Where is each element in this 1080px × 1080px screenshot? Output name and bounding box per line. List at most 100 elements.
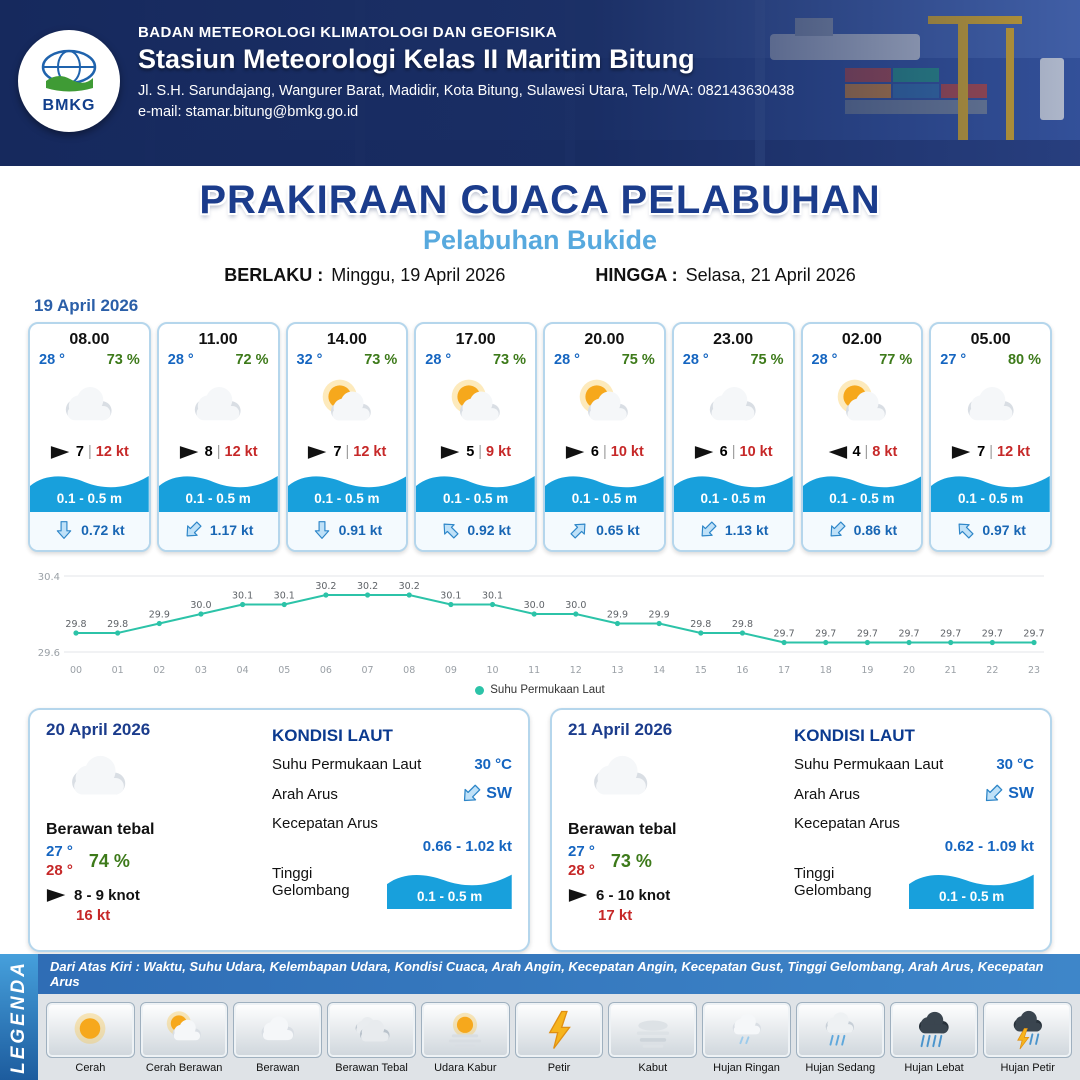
port-name: Pelabuhan Bukide [422,225,658,255]
wind-direction-icon [441,445,460,459]
svg-text:15: 15 [695,665,707,676]
current-direction-row: Arah Arus SW [272,783,512,805]
current-direction-arrow [830,521,846,537]
berawan-icon [261,1016,294,1041]
legend-title: LEGENDA [8,960,29,1074]
berlaku-label: BERLAKU : [224,265,324,285]
forecast-time: 02.00 [841,331,882,348]
daily-temps: 27 ° 28 ° 73 % [568,843,778,879]
kabut-icon [636,1020,669,1048]
current-direction-row: Arah Arus SW [794,783,1034,805]
air-temperature: 28 ° [167,352,194,368]
sst-chart: 30.4 29.6 29.8 00 29.8 01 29.9 02 30.0 03 30.1 04 30… [38,572,1045,676]
berawan-icon [967,386,1014,421]
svg-text:30.0: 30.0 [524,600,545,611]
wind-row: 6 | 10 kt [674,444,793,466]
svg-text:05: 05 [278,665,290,676]
svg-text:29.6: 29.6 [38,648,60,659]
humidity: 80 % [1007,352,1041,368]
daily-wind: 6 - 10 knot [568,887,778,904]
humidity: 73 % [492,352,526,368]
current-direction-arrow [186,521,202,537]
wave-graphic [158,476,278,512]
sea-condition-title: KONDISI LAUT [272,726,393,745]
svg-text:11: 11 [528,665,540,676]
wind-direction-icon [50,445,70,459]
wave-height: 0.1 - 0.5 m [56,491,123,506]
wind-row: 7 | 12 kt [288,444,407,466]
hujan-sedang-icon [825,1012,855,1046]
bmkg-logo-text: BMKG [42,97,96,114]
legend-label: Udara Kabur [434,1062,497,1074]
berawan-icon [194,386,241,421]
wave-graphic [30,476,149,512]
separator: | [989,444,994,460]
current-direction-value: SW [460,783,512,805]
wind-row: 8 | 12 kt [159,444,278,466]
wave-height-graphic: 0.1 - 0.5 m [909,865,1034,909]
legend-icon-box [983,1002,1073,1058]
hourly-forecast-card: 05.00 27 ° 80 % 7 | 12 kt 0.1 - 0.5 m 0 [929,322,1052,552]
header: BMKG BADAN METEOROLOGI KLIMATOLOGI DAN G… [0,0,1080,166]
humidity: 72 % [235,352,269,368]
wind-gust: 10 kt [739,444,773,460]
harbor-illustration [0,0,1080,166]
svg-text:30.2: 30.2 [399,581,420,592]
temp-humidity-row: 28 ° 77 % [803,349,922,368]
svg-text:12: 12 [570,665,582,676]
humidity: 75 % [750,352,784,368]
wind-speed: 6 [590,444,599,460]
sea-condition-panel: KONDISI LAUT Suhu Permukaan Laut 30 °C A… [256,720,512,940]
svg-text:13: 13 [611,665,623,676]
bmkg-logo: BMKG [18,30,120,132]
temp-min: 27 ° [568,843,595,860]
hourly-forecast-card: 11.00 28 ° 72 % 8 | 12 kt 0.1 - 0.5 m 1 [156,322,280,552]
wave-height-row: Tinggi Gelombang 0.1 - 0.5 m [272,865,512,909]
current-row: 0.72 kt [30,512,149,550]
sst-row: Suhu Permukaan Laut 30 °C [794,756,1034,773]
air-temperature: 32 ° [296,352,323,368]
legend-item: Hujan Petir [983,1002,1073,1074]
current-row: 1.17 kt [158,512,278,550]
temp-humidity-row: 28 ° 75 % [545,349,664,368]
legend-label: Hujan Lebat [904,1062,964,1074]
current-speed-value: 0.66 - 1.02 kt [422,838,512,855]
svg-text:09: 09 [445,665,457,676]
wind-speed: 7 [977,444,986,460]
svg-text:30.1: 30.1 [232,591,253,602]
svg-text:18: 18 [820,665,832,676]
daily-wind-range: 8 - 9 knot [74,887,140,904]
daily-humidity: 73 % [610,850,652,871]
weather-icon-wrap [931,368,1050,444]
legend-item: Hujan Ringan [702,1002,791,1074]
legend-icon-box [514,1002,604,1058]
current-direction-arrow [314,521,329,539]
air-temperature: 28 ° [682,352,709,368]
sea-condition-panel: KONDISI LAUT Suhu Permukaan Laut 30 °C A… [778,720,1034,940]
svg-text:29.8: 29.8 [107,619,128,630]
air-temperature: 28 ° [554,352,580,368]
legend-icon-box [889,1002,979,1058]
validity-from: BERLAKU : Minggu, 19 April 2026 [224,265,505,286]
legend-item: Hujan Lebat [889,1002,979,1074]
current-speed-row: Kecepatan Arus [272,815,512,832]
legend-label: Cerah Berawan [145,1062,223,1074]
wave-height: 0.1 - 0.5 m [571,491,638,506]
daily-weather-icon-wrap [578,742,778,819]
current-row: 0.97 kt [931,512,1050,550]
current-row: 0.92 kt [416,512,535,550]
humidity: 77 % [879,352,913,368]
wind-row: 5 | 9 kt [416,444,535,466]
wave-height-band: 0.1 - 0.5 m [158,466,278,512]
legend-item: Cerah Berawan [139,1002,229,1074]
weather-icon-wrap [30,368,149,444]
current-speed: 0.65 kt [596,522,640,538]
wind-direction-icon [694,445,713,459]
hourly-cards-row: 08.00 28 ° 73 % 7 | 12 kt 0.1 - 0.5 m 0 [28,322,1052,552]
svg-text:17: 17 [778,665,790,676]
wind-speed: 7 [333,444,342,460]
separator: | [602,444,607,460]
current-direction-arrow [986,784,1003,802]
daily-date: 20 April 2026 [46,720,151,739]
